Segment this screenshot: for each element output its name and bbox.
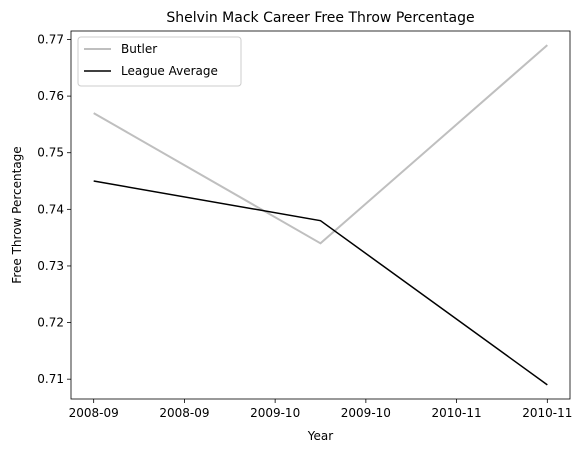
- legend: Butler League Average: [77, 36, 242, 87]
- x-tick-label: 2010-11: [432, 406, 482, 420]
- y-tick-label: 0.74: [37, 202, 64, 216]
- x-tick-label: 2009-10: [250, 406, 300, 420]
- legend-label: League Average: [121, 64, 218, 78]
- y-tick-label: 0.72: [37, 316, 64, 330]
- y-tick-label: 0.75: [37, 146, 64, 160]
- x-tick-label: 2010-11: [522, 406, 572, 420]
- axes-frame: [70, 30, 571, 400]
- y-tick-label: 0.76: [37, 89, 64, 103]
- x-axis-label: Year: [307, 429, 333, 443]
- plot-area: 0.71 0.72 0.73 0.74 0.75 0.76 0.77 2008-09 2008-…: [37, 30, 572, 420]
- x-tick-label: 2008-09: [69, 406, 119, 420]
- y-tick-label: 0.73: [37, 259, 64, 273]
- chart-title: Shelvin Mack Career Free Throw Percentag…: [166, 10, 474, 26]
- legend-label: Butler: [121, 42, 157, 56]
- x-tick-label: 2008-09: [159, 406, 209, 420]
- series-line-butler: [93, 44, 548, 245]
- series-line-league-average: [93, 180, 548, 386]
- y-axis-label: Free Throw Percentage: [10, 146, 24, 283]
- y-tick-label: 0.71: [37, 372, 64, 386]
- legend-box: [77, 36, 242, 87]
- x-tick-label: 2009-10: [341, 406, 391, 420]
- y-tick-label: 0.77: [37, 32, 64, 46]
